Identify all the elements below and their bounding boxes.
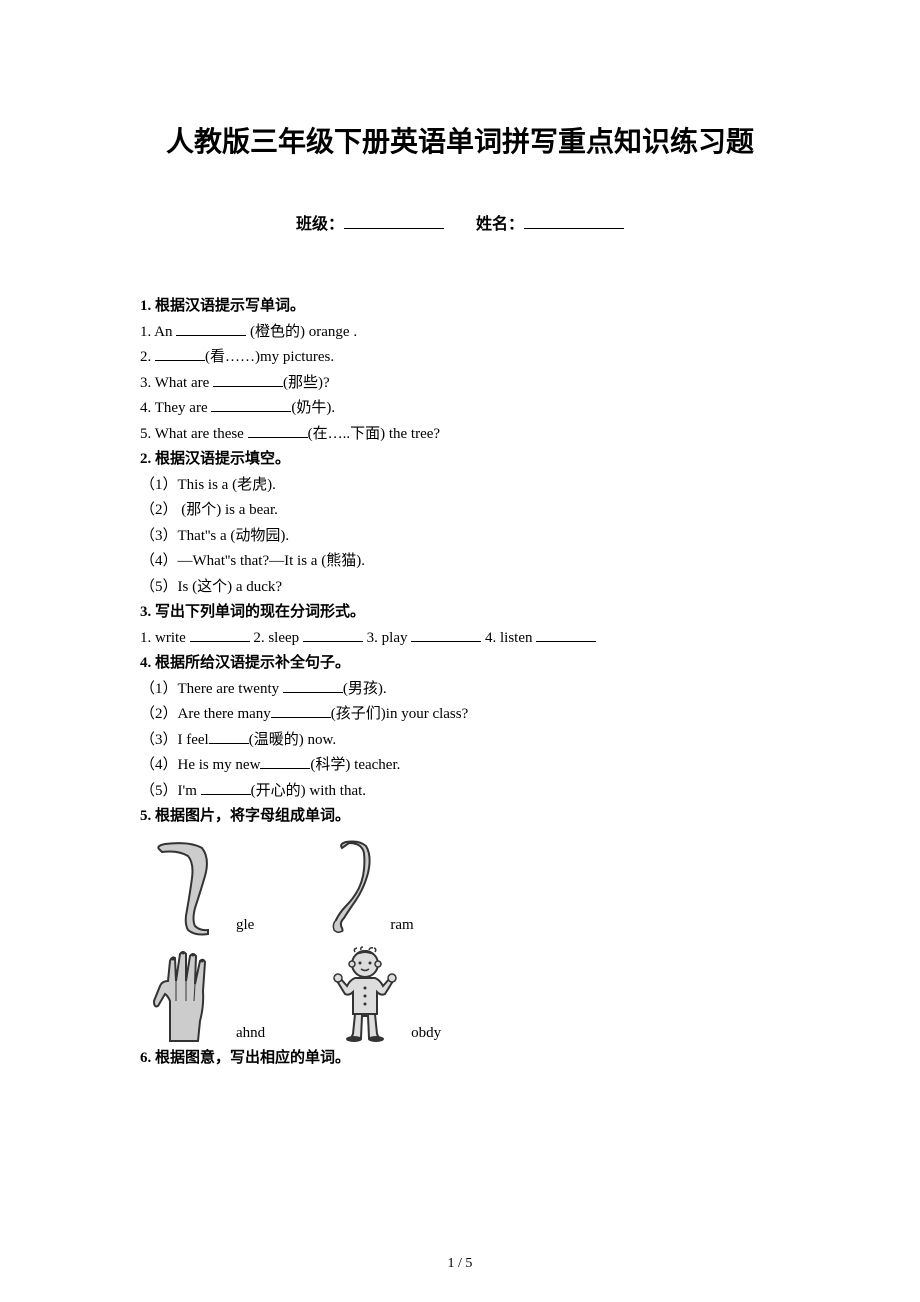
s3-a: 1. write xyxy=(140,630,190,646)
page-title: 人教版三年级下册英语单词拼写重点知识练习题 xyxy=(140,120,780,160)
s1-q1-b: (橙色的) orange . xyxy=(246,324,357,340)
section-6-heading: 6. 根据图意，写出相应的单词。 xyxy=(140,1046,780,1072)
s4-q5: （5）I'm (开心的) with that. xyxy=(140,779,780,805)
s1-q3-b: (那些)? xyxy=(283,375,330,391)
s1-q1-blank[interactable] xyxy=(176,335,246,336)
student-info-line: 班级： 姓名： xyxy=(140,210,780,234)
s1-q2-b: (看……)my pictures. xyxy=(205,349,334,365)
s4-q3-a: （3）I feel xyxy=(140,732,209,748)
leg-label: gle xyxy=(236,917,254,938)
s1-q3: 3. What are (那些)? xyxy=(140,371,780,397)
s4-q4-b: (科学) teacher. xyxy=(310,757,400,773)
image-item-arm: ram xyxy=(314,838,413,938)
s4-q2: （2）Are there many (孩子们)in your class? xyxy=(140,702,780,728)
body-label: obdy xyxy=(411,1025,441,1046)
image-item-hand: ahnd xyxy=(140,946,265,1046)
hand-icon xyxy=(140,946,230,1046)
section-4-heading: 4. 根据所给汉语提示补全句子。 xyxy=(140,651,780,677)
s1-q1: 1. An (橙色的) orange . xyxy=(140,320,780,346)
name-blank[interactable] xyxy=(524,213,624,229)
class-blank[interactable] xyxy=(344,213,444,229)
s2-q1: （1）This is a (老虎). xyxy=(140,473,780,499)
image-row-1: gle ram xyxy=(140,838,780,938)
s1-q2: 2. (看……)my pictures. xyxy=(140,345,780,371)
s1-q2-blank[interactable] xyxy=(155,360,205,361)
s1-q2-a: 2. xyxy=(140,349,155,365)
s1-q3-blank[interactable] xyxy=(213,386,283,387)
section-2-heading: 2. 根据汉语提示填空。 xyxy=(140,447,780,473)
s4-q2-b: (孩子们)in your class? xyxy=(331,706,468,722)
s3-blank1[interactable] xyxy=(190,641,250,642)
s3-blank4[interactable] xyxy=(536,641,596,642)
arm-icon xyxy=(314,838,384,938)
s1-q5: 5. What are these (在…..下面) the tree? xyxy=(140,422,780,448)
s4-q3-b: (温暖的) now. xyxy=(249,732,336,748)
image-item-body: obdy xyxy=(325,946,441,1046)
s2-q5: （5）Is (这个) a duck? xyxy=(140,575,780,601)
s4-q1-blank[interactable] xyxy=(283,692,343,693)
page-number: 1 / 5 xyxy=(0,1256,920,1272)
s1-q4-a: 4. They are xyxy=(140,400,211,416)
s4-q5-b: (开心的) with that. xyxy=(251,783,366,799)
image-item-leg: gle xyxy=(140,838,254,938)
s4-q2-a: （2）Are there many xyxy=(140,706,271,722)
s4-q3: （3）I feel (温暖的) now. xyxy=(140,728,780,754)
s1-q5-blank[interactable] xyxy=(248,437,308,438)
s4-q5-blank[interactable] xyxy=(201,794,251,795)
s2-q4: （4）—What''s that?—It is a (熊猫). xyxy=(140,549,780,575)
s4-q1-a: （1）There are twenty xyxy=(140,681,283,697)
s4-q5-a: （5）I'm xyxy=(140,783,201,799)
s3-blank3[interactable] xyxy=(411,641,481,642)
s1-q5-a: 5. What are these xyxy=(140,426,248,442)
s1-q4: 4. They are (奶牛). xyxy=(140,396,780,422)
class-label: 班级： xyxy=(296,216,344,233)
hand-label: ahnd xyxy=(236,1025,265,1046)
s1-q3-a: 3. What are xyxy=(140,375,213,391)
s4-q2-blank[interactable] xyxy=(271,717,331,718)
section-3-heading: 3. 写出下列单词的现在分词形式。 xyxy=(140,600,780,626)
s4-q3-blank[interactable] xyxy=(209,743,249,744)
s1-q4-blank[interactable] xyxy=(211,411,291,412)
leg-icon xyxy=(140,838,230,938)
section-1-heading: 1. 根据汉语提示写单词。 xyxy=(140,294,780,320)
name-label: 姓名： xyxy=(476,216,524,233)
s1-q1-a: 1. An xyxy=(140,324,176,340)
body-icon xyxy=(325,946,405,1046)
s1-q4-b: (奶牛). xyxy=(291,400,335,416)
arm-label: ram xyxy=(390,917,413,938)
s3-line: 1. write 2. sleep 3. play 4. listen xyxy=(140,626,780,652)
s2-q3: （3）That''s a (动物园). xyxy=(140,524,780,550)
s3-b: 2. sleep xyxy=(253,630,303,646)
s4-q1: （1）There are twenty (男孩). xyxy=(140,677,780,703)
s1-q5-b: (在…..下面) the tree? xyxy=(308,426,440,442)
image-row-2: ahnd xyxy=(140,946,780,1046)
s4-q4: （4）He is my new (科学) teacher. xyxy=(140,753,780,779)
s4-q4-a: （4）He is my new xyxy=(140,757,260,773)
s4-q4-blank[interactable] xyxy=(260,768,310,769)
s4-q1-b: (男孩). xyxy=(343,681,387,697)
section-5-heading: 5. 根据图片，将字母组成单词。 xyxy=(140,804,780,830)
s3-blank2[interactable] xyxy=(303,641,363,642)
s3-c: 3. play xyxy=(367,630,412,646)
s3-d: 4. listen xyxy=(485,630,536,646)
s2-q2: （2） (那个) is a bear. xyxy=(140,498,780,524)
